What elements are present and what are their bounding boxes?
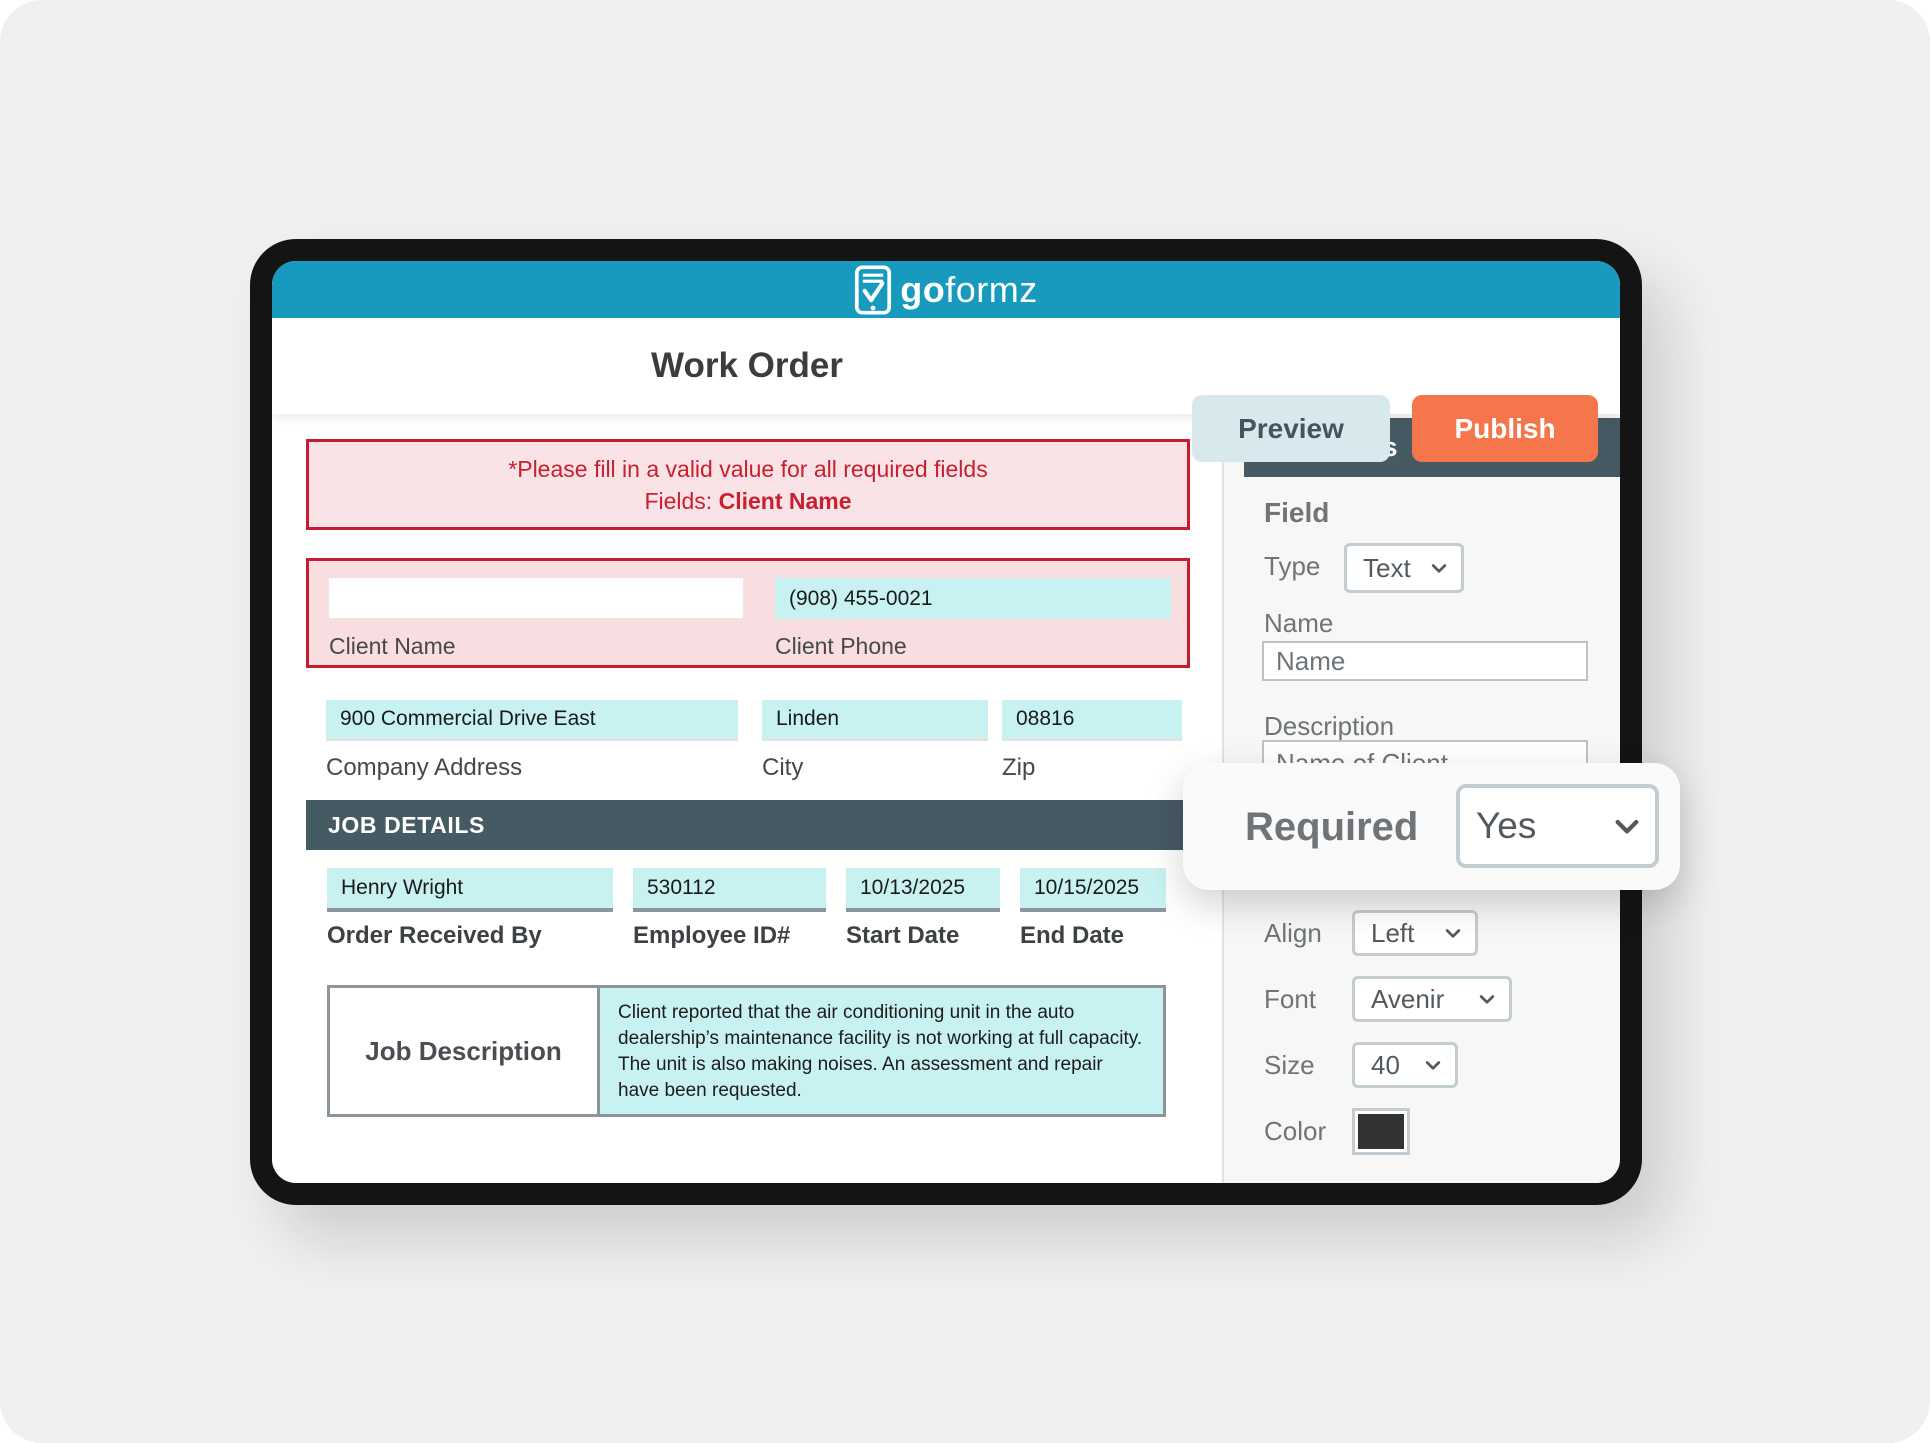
error-line-2: Fields: Client Name — [644, 487, 852, 514]
required-property-popup: Required Yes — [1183, 763, 1680, 890]
publish-button[interactable]: Publish — [1412, 395, 1598, 462]
form-canvas: *Please fill in a valid value for all re… — [272, 414, 1222, 1183]
order-received-by-label: Order Received By — [327, 922, 542, 949]
job-description-row: Job Description Client reported that the… — [327, 985, 1166, 1117]
client-name-input[interactable] — [329, 578, 743, 618]
page-title: Work Order — [651, 346, 843, 385]
preview-button[interactable]: Preview — [1192, 395, 1390, 462]
color-swatch[interactable] — [1352, 1108, 1410, 1155]
chevron-down-icon — [1477, 989, 1497, 1009]
description-label: Description — [1264, 711, 1395, 741]
goformz-tablet-check-icon — [854, 264, 892, 315]
type-dropdown[interactable]: Text — [1344, 543, 1464, 593]
zip-label: Zip — [1002, 754, 1036, 781]
employee-id-label: Employee ID# — [633, 922, 791, 949]
order-received-by-field[interactable]: Henry Wright — [327, 868, 613, 912]
app-screen: goformz Work Order Preview Publish *Plea… — [272, 261, 1620, 1183]
client-name-label: Client Name — [329, 633, 456, 659]
employee-id-field[interactable]: 530112 — [633, 868, 826, 912]
required-fields-section: (908) 455-0021 Client Name Client Phone — [306, 558, 1190, 668]
zip-field[interactable]: 08816 — [1002, 700, 1182, 741]
field-section-heading: Field — [1264, 497, 1330, 528]
city-label: City — [762, 754, 804, 781]
font-dropdown[interactable]: Avenir — [1352, 976, 1512, 1022]
goformz-logo: goformz — [854, 264, 1038, 315]
type-label: Type — [1264, 551, 1321, 581]
chevron-down-icon — [1443, 923, 1463, 943]
job-description-field[interactable]: Client reported that the air conditionin… — [600, 988, 1163, 1114]
size-label: Size — [1264, 1050, 1315, 1080]
client-phone-label: Client Phone — [775, 633, 907, 659]
job-details-section-header: JOB DETAILS — [306, 800, 1186, 850]
chevron-down-icon — [1429, 558, 1449, 578]
error-line-1: *Please fill in a valid value for all re… — [508, 455, 988, 482]
end-date-field[interactable]: 10/15/2025 — [1020, 868, 1166, 912]
chevron-down-icon — [1611, 810, 1643, 842]
job-description-label: Job Description — [330, 988, 600, 1114]
chevron-down-icon — [1423, 1055, 1443, 1075]
align-dropdown[interactable]: Left — [1352, 910, 1478, 956]
company-address-label: Company Address — [326, 754, 523, 781]
font-label: Font — [1264, 984, 1317, 1014]
name-label: Name — [1264, 608, 1334, 638]
tablet-frame: goformz Work Order Preview Publish *Plea… — [250, 239, 1642, 1205]
client-phone-field[interactable]: (908) 455-0021 — [775, 578, 1171, 619]
required-dropdown[interactable]: Yes — [1456, 784, 1659, 868]
validation-error-banner: *Please fill in a valid value for all re… — [306, 439, 1190, 530]
size-dropdown[interactable]: 40 — [1352, 1042, 1458, 1088]
required-label: Required — [1245, 805, 1419, 849]
start-date-field[interactable]: 10/13/2025 — [846, 868, 1000, 912]
brand-bar: goformz — [272, 261, 1620, 318]
name-input[interactable] — [1262, 641, 1588, 681]
align-label: Align — [1264, 918, 1322, 948]
brand-wordmark: goformz — [900, 268, 1038, 310]
color-label: Color — [1264, 1116, 1327, 1146]
end-date-label: End Date — [1020, 922, 1125, 949]
color-swatch-fill — [1358, 1114, 1404, 1149]
title-bar: Work Order Preview Publish — [272, 318, 1620, 462]
city-field[interactable]: Linden — [762, 700, 988, 741]
start-date-label: Start Date — [846, 922, 960, 949]
company-address-field[interactable]: 900 Commercial Drive East — [326, 700, 738, 741]
